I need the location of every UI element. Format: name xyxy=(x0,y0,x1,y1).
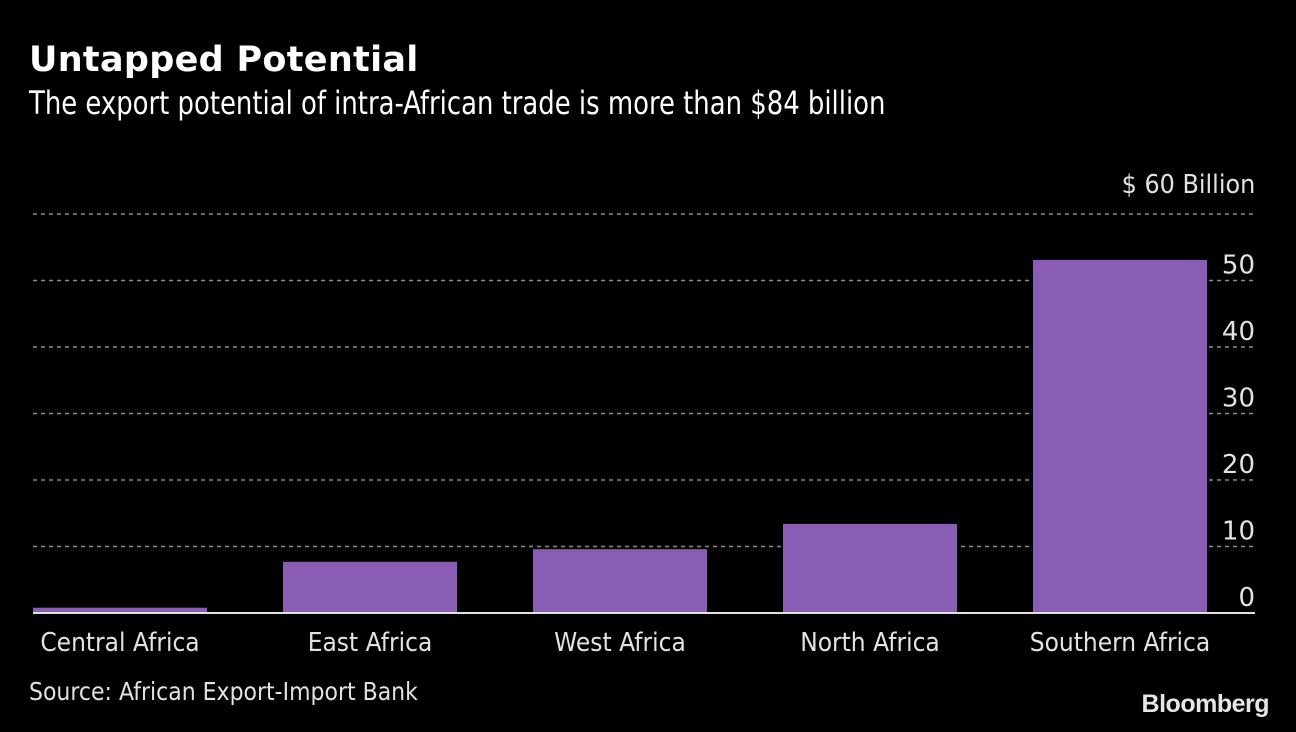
y-tick-label: 0 xyxy=(1238,583,1255,613)
x-tick-label: East Africa xyxy=(308,627,433,657)
bloomberg-logo: Bloomberg xyxy=(1141,690,1270,718)
chart-subtitle: The export potential of intra-African tr… xyxy=(29,84,886,122)
y-axis-unit-label: $ 60 Billion xyxy=(1121,170,1255,200)
y-tick-label: 30 xyxy=(1222,384,1255,414)
bar-central-africa xyxy=(33,607,207,613)
bar-north-africa xyxy=(783,523,957,613)
y-tick-label: 10 xyxy=(1222,517,1255,547)
x-tick-label: Central Africa xyxy=(40,627,199,657)
x-tick-label: West Africa xyxy=(554,627,686,657)
bar-southern-africa xyxy=(1033,259,1207,613)
y-tick-label: 40 xyxy=(1222,317,1255,347)
bar-east-africa xyxy=(283,561,457,613)
y-tick-label: 50 xyxy=(1222,251,1255,281)
y-tick-label: 20 xyxy=(1222,450,1255,480)
x-tick-label: North Africa xyxy=(800,627,940,657)
chart-title: Untapped Potential xyxy=(29,40,419,80)
bar-west-africa xyxy=(533,549,707,613)
source-note: Source: African Export-Import Bank xyxy=(29,677,418,706)
x-tick-label: Southern Africa xyxy=(1030,627,1211,657)
